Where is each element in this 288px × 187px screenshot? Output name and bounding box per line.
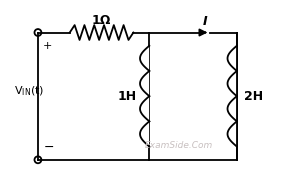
Text: −: − (43, 141, 54, 154)
Text: +: + (43, 41, 53, 51)
Text: 2H: 2H (245, 90, 264, 103)
Text: $\mathregular{V_{IN}(t)}$: $\mathregular{V_{IN}(t)}$ (14, 84, 44, 98)
Text: ExamSide.Com: ExamSide.Com (144, 141, 213, 150)
Text: 1Ω: 1Ω (92, 14, 111, 27)
Text: 1H: 1H (117, 90, 136, 103)
Text: I: I (203, 15, 208, 28)
